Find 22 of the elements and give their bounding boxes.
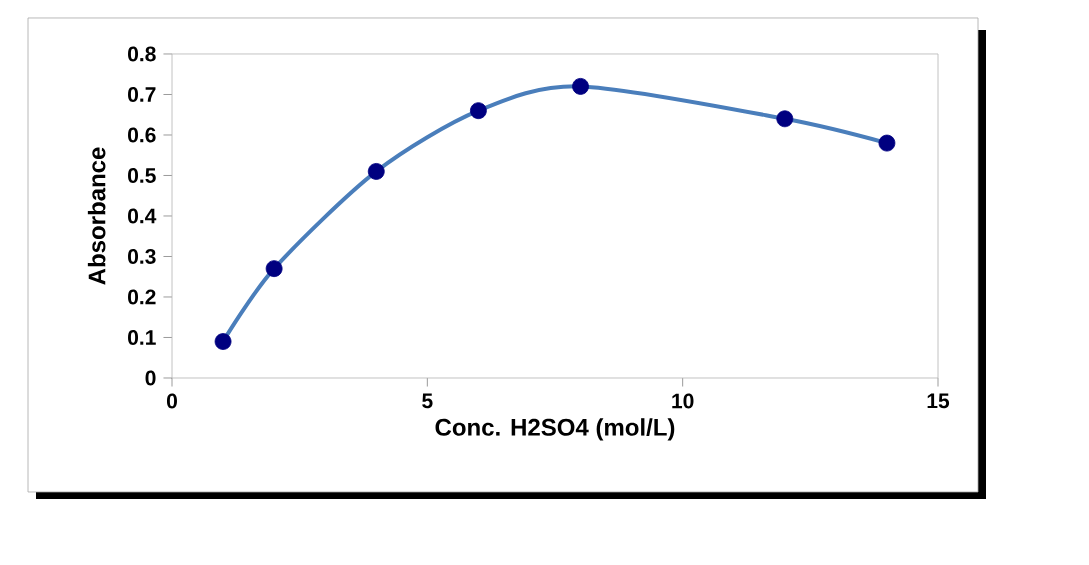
point [470, 102, 487, 120]
x-tick-label: 15 [927, 393, 950, 409]
y-tick-label: 0.1 [128, 330, 156, 345]
y-axis-title: Absorbance [87, 147, 106, 285]
point [878, 134, 896, 152]
y-tick-label: 0.2 [128, 289, 156, 305]
y-tick-label: 0.4 [128, 208, 157, 224]
y-tick-label: 0.7 [128, 87, 156, 102]
y-tick-label: 0.3 [128, 249, 156, 264]
point [214, 333, 232, 350]
point [776, 110, 794, 128]
point [265, 260, 283, 278]
x-tick-label: 10 [672, 393, 694, 409]
point [367, 163, 385, 180]
y-tick-label: 0.8 [128, 46, 156, 62]
y-tick-label: 0.5 [128, 168, 156, 183]
y-tick-label: 0 [145, 370, 156, 386]
x-tick-label: 0 [166, 393, 177, 409]
x-tick-label: 5 [422, 393, 433, 409]
y-tick-label: 0.6 [128, 127, 156, 143]
x-axis-title: Conc. H2SO4 (mol/L) [435, 418, 675, 441]
point [572, 77, 589, 95]
